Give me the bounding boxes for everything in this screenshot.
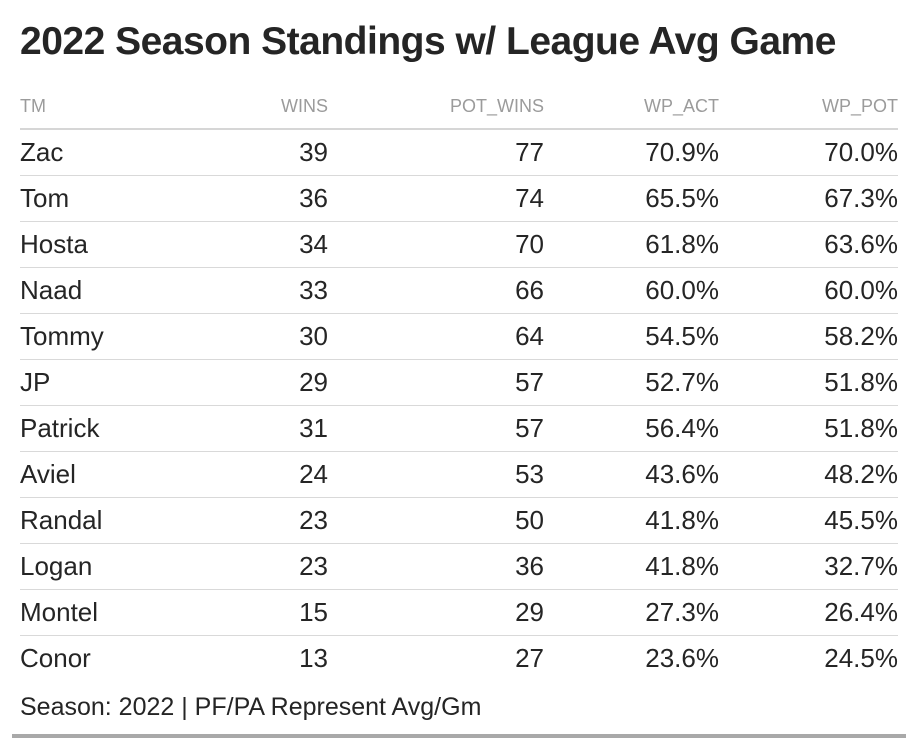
- wp-act-cell: 70.9%: [544, 129, 719, 176]
- table-row: Aviel 24 53 43.6% 48.2%: [20, 451, 898, 498]
- standings-table: TM WINS POT_WINS WP_ACT WP_POT Zac 39 77 70…: [20, 84, 898, 681]
- wins-cell: 34: [150, 221, 328, 268]
- team-cell: Hosta: [20, 221, 150, 268]
- wins-cell: 15: [150, 589, 328, 636]
- wins-cell: 23: [150, 543, 328, 590]
- table-row: Zac 39 77 70.9% 70.0%: [20, 129, 898, 176]
- team-cell: Randal: [20, 497, 150, 544]
- team-cell: JP: [20, 359, 150, 406]
- team-cell: Conor: [20, 643, 91, 673]
- wins-cell: 31: [150, 405, 328, 452]
- wins-cell: 33: [150, 267, 328, 314]
- wp-pot-cell: 48.2%: [719, 451, 898, 498]
- wins-cell: 23: [150, 497, 328, 544]
- pot-wins-cell: 66: [328, 267, 544, 314]
- pot-wins-cell: 36: [328, 543, 544, 590]
- wp-pot-cell: 67.3%: [719, 175, 898, 222]
- wp-pot-cell: 45.5%: [719, 497, 898, 544]
- team-cell: Tom: [20, 175, 150, 222]
- pot-wins-cell: 50: [328, 497, 544, 544]
- table-row: Randal 23 50 41.8% 45.5%: [20, 497, 898, 544]
- wp-pot-cell: 26.4%: [719, 589, 898, 636]
- wp-pot-cell: 32.7%: [719, 543, 898, 590]
- pot-wins-cell: 29: [328, 589, 544, 636]
- column-header-wp-act: WP_ACT: [544, 84, 719, 130]
- team-cell: Zac: [20, 129, 150, 176]
- team-cell: Patrick: [20, 405, 150, 452]
- table-row: Tom 36 74 65.5% 67.3%: [20, 175, 898, 222]
- pot-wins-cell: 57: [328, 359, 544, 406]
- wins-cell: 24: [150, 451, 328, 498]
- pot-wins-cell: 64: [328, 313, 544, 360]
- table-row: JP 29 57 52.7% 51.8%: [20, 359, 898, 406]
- column-header-tm: TM: [20, 84, 150, 130]
- wp-act-cell: 23.6%: [645, 643, 719, 673]
- wp-pot-cell: 51.8%: [719, 359, 898, 406]
- table-row: Patrick 31 57 56.4% 51.8%: [20, 405, 898, 452]
- team-cell: Logan: [20, 543, 150, 590]
- table-body: Zac 39 77 70.9% 70.0% Tom 36 74 65.5% 67.3% Hosta 3…: [20, 129, 898, 681]
- table-row: Hosta 34 70 61.8% 63.6%: [20, 221, 898, 268]
- column-header-pot-wins: POT_WINS: [328, 84, 544, 130]
- pot-wins-cell: 57: [328, 405, 544, 452]
- wp-act-cell: 54.5%: [544, 313, 719, 360]
- pot-wins-cell: 27: [515, 643, 544, 673]
- team-cell: Tommy: [20, 313, 150, 360]
- wins-cell: 39: [150, 129, 328, 176]
- footnote: Season: 2022 | PF/PA Represent Avg/Gm: [20, 693, 482, 721]
- table-title: 2022 Season Standings w/ League Avg Game: [20, 20, 836, 63]
- wins-cell: 36: [150, 175, 328, 222]
- header-row: TM WINS POT_WINS WP_ACT WP_POT: [20, 84, 898, 130]
- wp-pot-cell: 24.5%: [824, 643, 898, 673]
- wp-act-cell: 27.3%: [544, 589, 719, 636]
- pot-wins-cell: 77: [328, 129, 544, 176]
- wp-act-cell: 52.7%: [544, 359, 719, 406]
- bottom-rule: [12, 734, 906, 738]
- wp-act-cell: 65.5%: [544, 175, 719, 222]
- column-header-wins: WINS: [150, 84, 328, 130]
- pot-wins-cell: 70: [328, 221, 544, 268]
- table-row: Tommy 30 64 54.5% 58.2%: [20, 313, 898, 360]
- team-cell: Naad: [20, 267, 150, 314]
- table-row: Logan 23 36 41.8% 32.7%: [20, 543, 898, 590]
- wp-pot-cell: 51.8%: [719, 405, 898, 452]
- wp-pot-cell: 60.0%: [719, 267, 898, 314]
- table-row: Conor 13 27 23.6% 24.5%: [20, 636, 898, 682]
- pot-wins-cell: 53: [328, 451, 544, 498]
- wins-cell: 30: [150, 313, 328, 360]
- column-header-wp-pot: WP_POT: [719, 84, 898, 130]
- wins-cell: 29: [150, 359, 328, 406]
- pot-wins-cell: 74: [328, 175, 544, 222]
- wp-act-cell: 61.8%: [544, 221, 719, 268]
- wp-pot-cell: 58.2%: [719, 313, 898, 360]
- wp-act-cell: 60.0%: [544, 267, 719, 314]
- wp-act-cell: 41.8%: [544, 543, 719, 590]
- team-cell: Montel: [20, 589, 150, 636]
- wp-act-cell: 56.4%: [544, 405, 719, 452]
- table-row: Montel 15 29 27.3% 26.4%: [20, 589, 898, 636]
- wp-pot-cell: 63.6%: [719, 221, 898, 268]
- table-row: Naad 33 66 60.0% 60.0%: [20, 267, 898, 314]
- wp-pot-cell: 70.0%: [719, 129, 898, 176]
- wp-act-cell: 43.6%: [544, 451, 719, 498]
- team-cell: Aviel: [20, 451, 150, 498]
- wins-cell: 13: [299, 643, 328, 673]
- wp-act-cell: 41.8%: [544, 497, 719, 544]
